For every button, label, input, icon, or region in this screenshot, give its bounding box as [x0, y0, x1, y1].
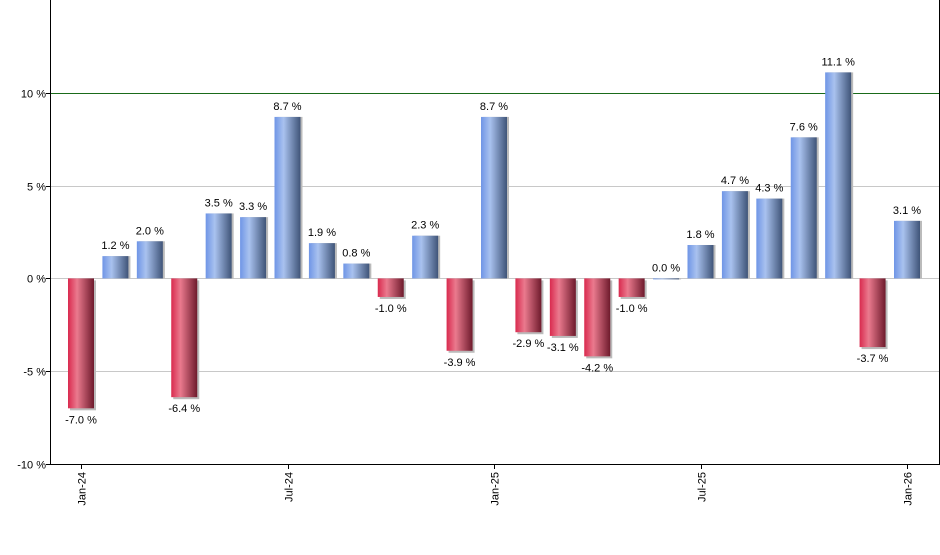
bar	[653, 278, 680, 280]
data-label: -7.0 %	[65, 414, 97, 426]
bar	[515, 278, 542, 333]
data-label: 3.3 %	[239, 201, 267, 213]
bar	[308, 243, 335, 279]
bar	[618, 278, 645, 297]
data-label: 1.8 %	[686, 229, 714, 241]
y-tick-label: -5 %	[23, 367, 46, 379]
bar	[721, 191, 748, 279]
bar	[756, 198, 783, 279]
data-label: 2.3 %	[411, 220, 439, 232]
data-label: 8.7 %	[273, 101, 301, 113]
bar	[825, 72, 852, 279]
bar	[171, 278, 198, 398]
bar	[549, 278, 576, 336]
x-tick-label: Jan-25	[490, 472, 502, 506]
y-tick-label: 10 %	[21, 89, 46, 101]
bar	[68, 278, 94, 409]
data-label: 7.6 %	[790, 121, 818, 133]
bar	[412, 235, 439, 279]
bar	[584, 278, 611, 357]
x-tick-label: Jan-24	[77, 472, 89, 506]
bar	[240, 217, 267, 279]
bar	[446, 278, 473, 351]
bar	[377, 278, 404, 297]
bar	[205, 213, 232, 279]
data-label: 4.3 %	[755, 183, 783, 195]
bar	[790, 137, 817, 279]
data-label: 0.0 %	[652, 262, 680, 274]
data-label: 11.1 %	[821, 56, 855, 68]
bar	[687, 244, 714, 279]
y-tick-label: 0 %	[27, 274, 46, 286]
data-label: 3.1 %	[893, 205, 921, 217]
y-tick-label: -10 %	[17, 460, 46, 472]
bar	[859, 278, 886, 348]
data-label: -3.7 %	[857, 353, 889, 365]
x-tick-label: Jul-24	[284, 472, 296, 502]
data-label: -2.9 %	[513, 338, 545, 350]
data-label: -3.1 %	[547, 342, 579, 354]
bar	[343, 263, 370, 279]
bar	[894, 220, 920, 279]
data-label: 2.0 %	[136, 225, 164, 237]
data-label: 1.2 %	[101, 240, 129, 252]
data-label: -3.9 %	[444, 357, 476, 369]
data-label: -1.0 %	[375, 303, 407, 315]
data-label: 3.5 %	[205, 197, 233, 209]
bar	[102, 256, 129, 279]
data-label: -4.2 %	[581, 362, 613, 374]
data-label: 4.7 %	[721, 175, 749, 187]
y-tick-label: 5 %	[27, 182, 46, 194]
bar	[136, 241, 163, 279]
bar	[481, 116, 507, 279]
data-label: 1.9 %	[308, 227, 336, 239]
data-label: -6.4 %	[168, 403, 200, 415]
data-label: -1.0 %	[616, 303, 648, 315]
x-tick-label: Jul-25	[697, 472, 709, 502]
data-label: 8.7 %	[480, 101, 508, 113]
x-tick-label: Jan-26	[903, 472, 915, 506]
bar	[274, 116, 301, 279]
data-label: 0.8 %	[342, 248, 370, 260]
